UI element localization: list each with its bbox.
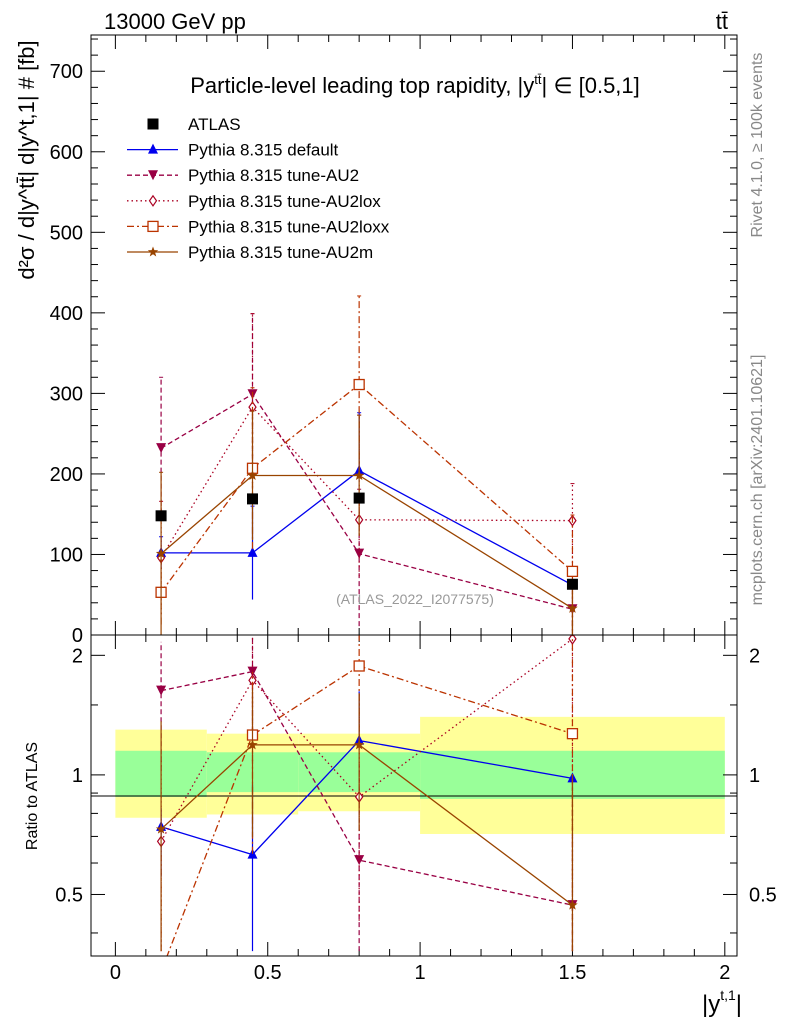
ratio-series-au2m <box>155 689 578 952</box>
ratio-y-tick-label-right: 1 <box>749 765 760 787</box>
ratio-y-tick-label: 1 <box>72 765 83 787</box>
point-default <box>247 546 258 557</box>
x-axis-label: |yt,1| <box>702 987 742 1018</box>
series-au2m <box>155 410 578 635</box>
line-au2loxx <box>160 383 573 593</box>
ratio-series-group <box>155 635 579 976</box>
point-au2m <box>247 470 258 480</box>
main-y-tick-label: 700 <box>50 61 83 83</box>
main-y-tick-label: 600 <box>50 142 83 164</box>
main-y-tick-label: 100 <box>50 544 83 566</box>
ratio-line-default <box>160 739 573 856</box>
line-au2m <box>160 474 573 609</box>
legend-marker-au2m <box>147 246 159 257</box>
main-series-group <box>155 295 579 635</box>
ratio-y-tick-label-right: 2 <box>749 645 760 667</box>
main-plot-title: Particle-level leading top rapidity, |yt… <box>190 72 640 98</box>
series-au2loxx <box>155 295 579 628</box>
legend-marker-au2 <box>148 170 158 181</box>
ratio-point-au2m <box>567 899 578 910</box>
ratio-point-au2m <box>353 739 365 750</box>
ratio-point-au2 <box>354 855 365 866</box>
header-energy: 13000 GeV pp <box>104 9 246 34</box>
legend-label-au2m: Pythia 8.315 tune-AU2m <box>188 243 373 262</box>
ratio-point-au2m <box>247 739 258 750</box>
x-tick-label: 2 <box>719 962 730 984</box>
rivet-version-label: Rivet 4.1.0, ≥ 100k events <box>749 53 766 238</box>
point-au2 <box>156 443 167 454</box>
line-au2lox <box>160 406 573 559</box>
x-tick-label: 0 <box>110 962 121 984</box>
mcplots-reference-label: mcplots.cern.ch [arXiv:2401.10621] <box>749 355 766 606</box>
atlas-data-point <box>566 578 578 590</box>
ratio-y-axis-label: Ratio to ATLAS <box>24 742 41 850</box>
ratio-y-tick-label: 0.5 <box>55 884 83 906</box>
main-y-tick-label: 200 <box>50 464 83 486</box>
point-au2loxx <box>566 565 579 578</box>
x-tick-label: 0.5 <box>254 962 282 984</box>
line-default <box>161 469 573 586</box>
legend-marker-default <box>148 143 158 154</box>
ratio-line-au2 <box>160 670 573 906</box>
atlas-data-point <box>155 510 167 522</box>
line-au2 <box>160 393 573 610</box>
atlas-data-point <box>353 492 365 504</box>
main-y-axis-label: d²σ / d|y^tt̄| d|y^t,1| # [fb] <box>14 40 39 279</box>
ratio-point-au2m <box>155 823 167 834</box>
ratio-point-au2 <box>156 685 167 696</box>
atlas-data-point <box>247 493 258 505</box>
ratio-plot-panel: 0.5 0.5 1 1 2 2 0 0.5 1 1.5 2 Ratio to ATLAS |yt,1… <box>24 634 777 1018</box>
ratio-ticks: 0.5 0.5 1 1 2 2 0 0.5 1 1.5 2 <box>55 635 777 984</box>
legend-label-data: ATLAS <box>188 115 241 134</box>
legend-label-au2lox: Pythia 8.315 tune-AU2lox <box>188 192 381 211</box>
legend-label-default: Pythia 8.315 default <box>188 141 339 160</box>
ratio-point-au2loxx <box>353 660 365 672</box>
ratio-y-tick-label: 2 <box>72 645 83 667</box>
main-ticks: 0 100 200 300 400 500 600 700 <box>50 35 737 647</box>
main-y-tick-label: 300 <box>50 383 83 405</box>
series-au2 <box>156 313 578 634</box>
legend-label-au2loxx: Pythia 8.315 tune-AU2loxx <box>188 217 390 236</box>
x-tick-label: 1 <box>415 962 426 984</box>
analysis-watermark: (ATLAS_2022_I2077575) <box>336 591 494 607</box>
legend-marker-au2lox <box>148 194 158 207</box>
ratio-line-au2loxx <box>166 665 573 956</box>
main-y-tick-label: 400 <box>50 303 83 325</box>
ratio-uncertainty-bands <box>115 716 725 834</box>
point-au2m <box>567 602 578 613</box>
legend-marker-data <box>147 118 159 130</box>
ratio-line-au2m <box>160 744 573 906</box>
main-data-points <box>155 492 578 590</box>
ratio-plot-frame <box>90 634 738 957</box>
ratio-point-au2 <box>247 666 258 677</box>
x-tick-label: 1.5 <box>559 962 587 984</box>
legend: ATLAS Pythia 8.315 default Pythia 8.315 tu… <box>127 115 390 262</box>
main-plot-panel: 0 100 200 300 400 500 600 700 Particle-level le… <box>14 34 738 647</box>
point-au2m <box>353 470 365 480</box>
legend-label-au2: Pythia 8.315 tune-AU2 <box>188 166 359 185</box>
ratio-y-tick-label-right: 0.5 <box>749 884 777 906</box>
main-y-tick-label: 500 <box>50 222 83 244</box>
ratio-point-au2loxx <box>156 966 166 976</box>
main-y-tick-label: 0 <box>72 625 83 647</box>
ratio-point-au2loxx <box>566 728 579 740</box>
legend-marker-au2loxx <box>147 220 159 233</box>
header-process: tt̄ <box>716 9 728 34</box>
point-au2loxx <box>353 378 365 391</box>
point-au2m <box>155 548 167 559</box>
